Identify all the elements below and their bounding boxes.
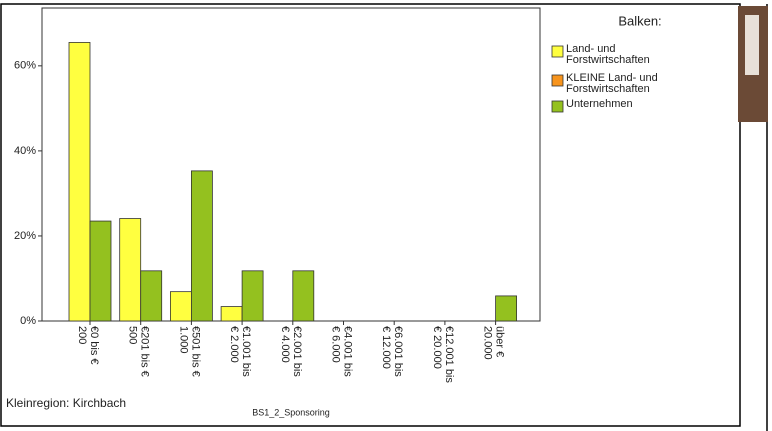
bar bbox=[169, 291, 192, 322]
bar bbox=[241, 270, 264, 322]
frame bbox=[0, 3, 741, 427]
bar bbox=[68, 42, 91, 322]
x-tick-label: €501 bis € 1.000 bbox=[177, 326, 202, 377]
legend-swatch bbox=[551, 45, 564, 58]
bar bbox=[292, 270, 315, 322]
x-tick-label: €12.001 bis € 20.000 bbox=[430, 326, 455, 383]
bar bbox=[119, 218, 142, 322]
bar bbox=[140, 270, 163, 322]
x-tick-label: €6.001 bis € 12.000 bbox=[380, 326, 405, 377]
x-tick-label: €2.001 bis € 4.000 bbox=[278, 326, 303, 377]
legend-label: Land- und Forstwirtschaften bbox=[566, 43, 650, 66]
x-tick-label: €1.001 bis € 2.000 bbox=[228, 326, 253, 377]
y-tick-label: 40% bbox=[14, 145, 36, 157]
x-tick-label: €4.001 bis € 6.000 bbox=[329, 326, 354, 377]
photo-detail bbox=[745, 15, 759, 75]
y-tick-label: 20% bbox=[14, 230, 36, 242]
footnote: Kleinregion: Kirchbach bbox=[6, 396, 126, 410]
bar bbox=[495, 295, 518, 322]
plot-area bbox=[41, 7, 541, 322]
y-tick-label: 60% bbox=[14, 60, 36, 72]
bar bbox=[190, 170, 213, 322]
legend-label: KLEINE Land- und Forstwirtschaften bbox=[566, 72, 658, 95]
bar bbox=[89, 220, 112, 322]
x-tick-label: €201 bis € 500 bbox=[126, 326, 151, 377]
y-tick-label: 0% bbox=[20, 315, 36, 327]
legend-title: Balken: bbox=[618, 13, 661, 28]
x-tick-label: €0 bis € 200 bbox=[76, 326, 100, 365]
legend-swatch bbox=[551, 100, 564, 113]
bar bbox=[220, 306, 243, 322]
x-axis-label: BS1_2_Sponsoring bbox=[252, 407, 330, 417]
legend-swatch bbox=[551, 74, 564, 87]
x-tick-label: über € 20.000 bbox=[481, 326, 506, 360]
legend-label: Unternehmen bbox=[566, 98, 633, 110]
